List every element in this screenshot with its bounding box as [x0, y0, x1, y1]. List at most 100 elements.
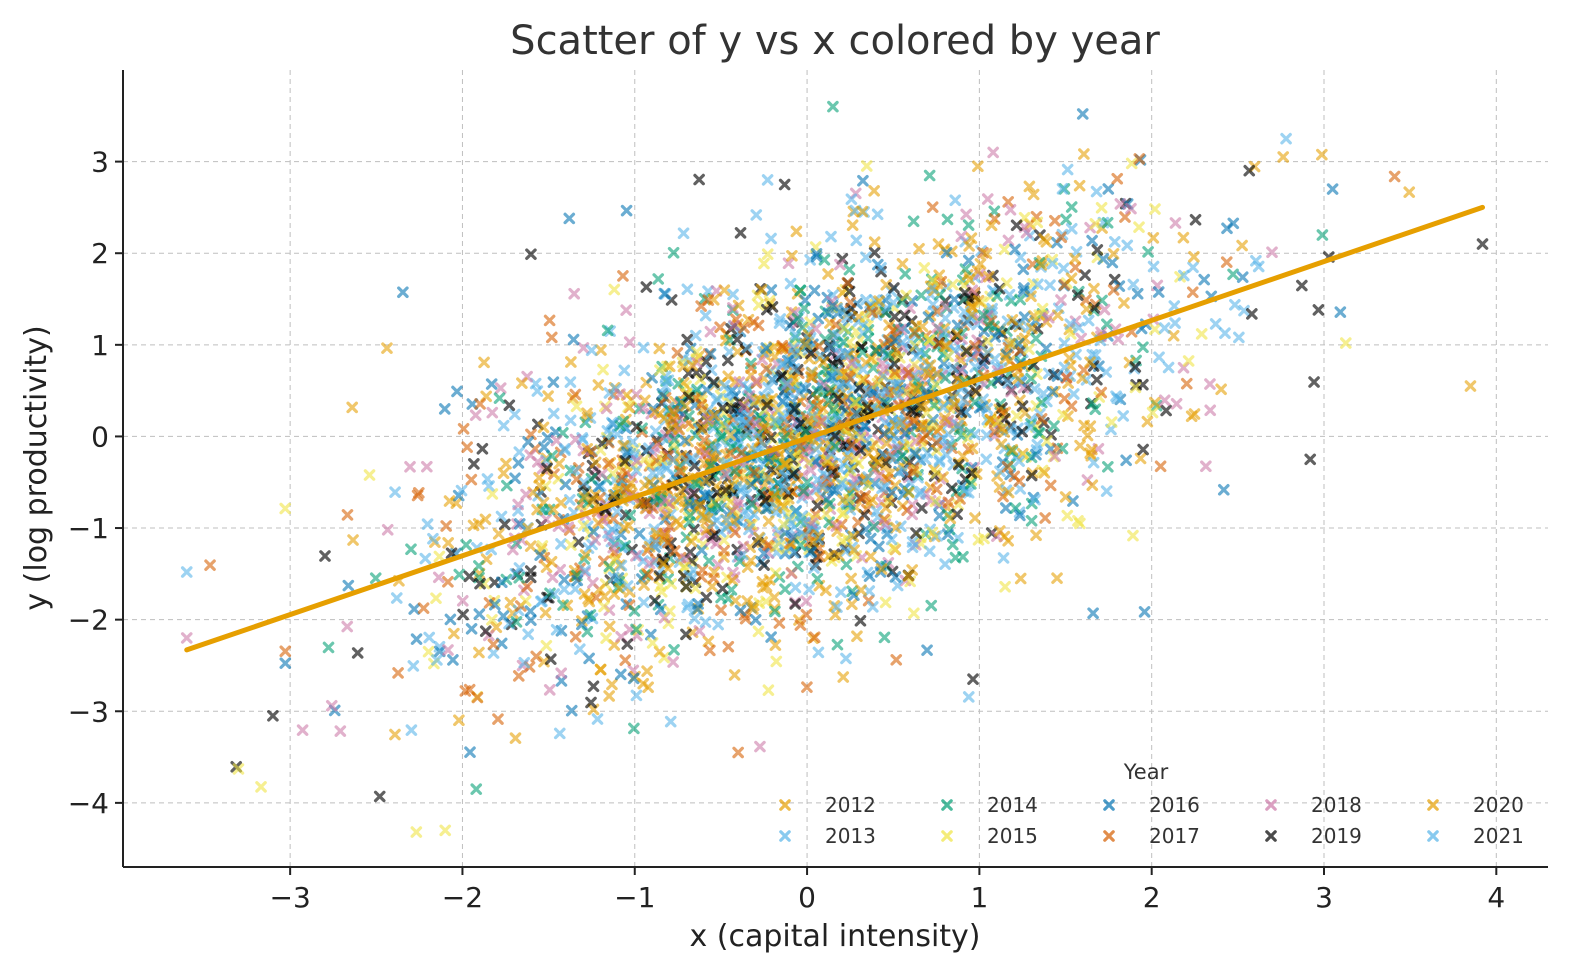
scatter-point-2017: [908, 414, 920, 427]
scatter-point-2017: [942, 496, 955, 509]
scatter-point-2013: [649, 536, 662, 549]
scatter-point-2013: [862, 471, 874, 483]
scatter-point-2015: [1195, 328, 1208, 340]
scatter-point-2021: [630, 464, 643, 477]
scatter-point-2018: [659, 494, 672, 507]
legend-title: Year: [1123, 760, 1169, 784]
scatter-point-2013: [887, 296, 900, 309]
scatter-point-2016: [621, 446, 633, 459]
scatter-point-2014: [453, 568, 466, 581]
scatter-point-2016: [408, 603, 420, 615]
scatter-point-2017: [204, 559, 216, 571]
scatter-point-2012: [937, 471, 949, 483]
scatter-point-2016: [700, 383, 713, 396]
scatter-point-2013: [850, 407, 862, 420]
scatter-point-2020: [910, 382, 923, 395]
scatter-point-2020: [1052, 309, 1064, 322]
scatter-point-2020: [589, 456, 602, 469]
scatter-point-2016: [524, 605, 537, 617]
scatter-point-2017: [569, 388, 582, 401]
scatter-point-2019: [722, 354, 734, 367]
scatter-point-2019: [832, 392, 844, 405]
scatter-point-2016: [899, 427, 912, 440]
scatter-point-2018: [1055, 294, 1067, 306]
scatter-point-2015: [433, 550, 446, 563]
scatter-point-2020: [880, 278, 893, 291]
legend-label-2020: 2020: [1473, 793, 1524, 817]
scatter-point-2016: [633, 527, 646, 540]
scatter-point-2021: [825, 230, 837, 243]
scatter-point-2015: [998, 243, 1011, 256]
scatter-point-2014: [652, 273, 665, 285]
scatter-point-2019: [1079, 269, 1091, 281]
scatter-point-2020: [1118, 297, 1130, 309]
scatter-point-2019: [861, 401, 874, 414]
scatter-point-2014: [949, 551, 962, 564]
scatter-point-2018: [180, 632, 193, 644]
scatter-point-2014: [983, 319, 995, 332]
scatter-point-2020: [1403, 186, 1416, 198]
scatter-point-2014: [585, 472, 598, 485]
scatter-point-2012: [837, 671, 850, 683]
scatter-point-2019: [1016, 425, 1028, 438]
scatter-point-2014: [1032, 426, 1045, 439]
scatter-point-2021: [531, 385, 544, 397]
scatter-point-2020: [1006, 314, 1019, 326]
scatter-point-2021: [1014, 251, 1027, 264]
scatter-point-2020: [617, 440, 630, 452]
scatter-point-2015: [1089, 218, 1102, 230]
scatter-point-2013: [681, 283, 694, 296]
scatter-point-2018: [1125, 202, 1137, 215]
scatter-point-2017: [926, 201, 939, 213]
scatter-point-2021: [896, 336, 909, 349]
scatter-point-2020: [639, 479, 651, 492]
scatter-point-2021: [913, 488, 926, 500]
scatter-point-2019: [946, 482, 958, 495]
scatter-point-2012: [448, 627, 460, 640]
scatter-point-2021: [969, 360, 982, 373]
scatter-point-2020: [598, 590, 611, 603]
scatter-point-2018: [939, 301, 952, 313]
scatter-point-2016: [614, 668, 627, 681]
scatter-point-2016: [1000, 502, 1012, 514]
scatter-point-2020: [817, 402, 829, 415]
scatter-point-2021: [606, 416, 618, 429]
scatter-point-2018: [733, 376, 746, 388]
scatter-point-2013: [986, 302, 998, 315]
scatter-point-2021: [611, 505, 623, 518]
scatter-point-2018: [1204, 404, 1217, 417]
scatter-point-2020: [880, 437, 893, 450]
scatter-point-2021: [553, 727, 566, 740]
scatter-point-2016: [810, 250, 823, 263]
scatter-point-2013: [784, 277, 797, 290]
scatter-point-2020: [673, 492, 686, 505]
legend-label-2012: 2012: [825, 793, 876, 817]
scatter-point-2018: [442, 644, 454, 656]
scatter-point-2021: [885, 533, 898, 546]
scatter-point-2015: [1149, 203, 1161, 215]
scatter-point-2012: [653, 342, 666, 355]
scatter-point-2014: [729, 465, 741, 477]
scatter-point-2018: [754, 740, 766, 753]
scatter-point-2013: [564, 494, 576, 506]
scatter-point-2017: [457, 423, 470, 435]
scatter-point-2020: [993, 481, 1006, 493]
scatter-point-2021: [513, 446, 526, 458]
scatter-point-2017: [1154, 460, 1167, 473]
scatter-point-2017: [461, 441, 473, 453]
scatter-point-2018: [906, 508, 919, 521]
scatter-point-2020: [833, 549, 845, 562]
scatter-point-2013: [997, 552, 1010, 564]
scatter-point-2019: [1091, 244, 1104, 256]
y-tick-label: 3: [91, 146, 109, 179]
scatter-point-2019: [916, 502, 928, 514]
scatter-point-2021: [1064, 318, 1077, 330]
scatter-point-2014: [882, 349, 895, 361]
scatter-point-2017: [546, 331, 558, 344]
legend-label-2014: 2014: [987, 793, 1038, 817]
scatter-point-2020: [865, 353, 878, 365]
scatter-point-2014: [811, 572, 824, 585]
scatter-point-2015: [718, 534, 730, 547]
scatter-point-2019: [1160, 404, 1172, 417]
scatter-point-2019: [544, 653, 557, 665]
